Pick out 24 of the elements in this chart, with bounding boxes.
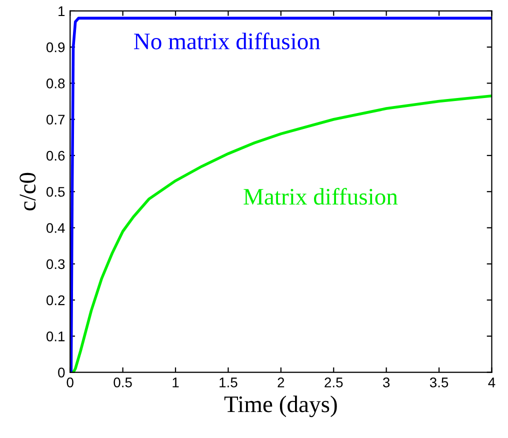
y-axis-title: c/c0 — [20, 172, 36, 210]
y-tick-label: 0.3 — [46, 259, 65, 270]
y-tick-label: 0.1 — [46, 332, 65, 342]
x-tick-label: 4 — [488, 378, 496, 388]
series-label: No matrix diffusion — [134, 32, 320, 50]
y-tick-label: 1 — [58, 6, 65, 16]
y-tick-label: 0.2 — [46, 295, 65, 306]
y-tick-label: 0.5 — [46, 186, 65, 197]
x-tick-label: 3 — [383, 378, 390, 388]
x-axis-title: Time (days) — [224, 396, 337, 418]
x-tick-label: 0 — [66, 378, 74, 388]
y-tick-label: 0.4 — [46, 223, 65, 233]
x-tick-label: 0.5 — [114, 378, 132, 388]
y-tick-label: 0 — [58, 368, 65, 378]
x-tick-label: 3.5 — [430, 378, 448, 388]
y-tick-label: 0.8 — [46, 78, 65, 88]
x-tick-label: 1.5 — [220, 378, 238, 388]
y-tick-label: 0.6 — [46, 150, 65, 161]
x-tick-label: 1 — [172, 378, 179, 388]
y-tick-label: 0.7 — [46, 114, 65, 125]
x-tick-label: 2 — [278, 378, 284, 388]
x-tick-label: 2.5 — [324, 378, 343, 388]
series-label: Matrix diffusion — [244, 188, 398, 205]
y-tick-label: 0.9 — [46, 42, 65, 52]
